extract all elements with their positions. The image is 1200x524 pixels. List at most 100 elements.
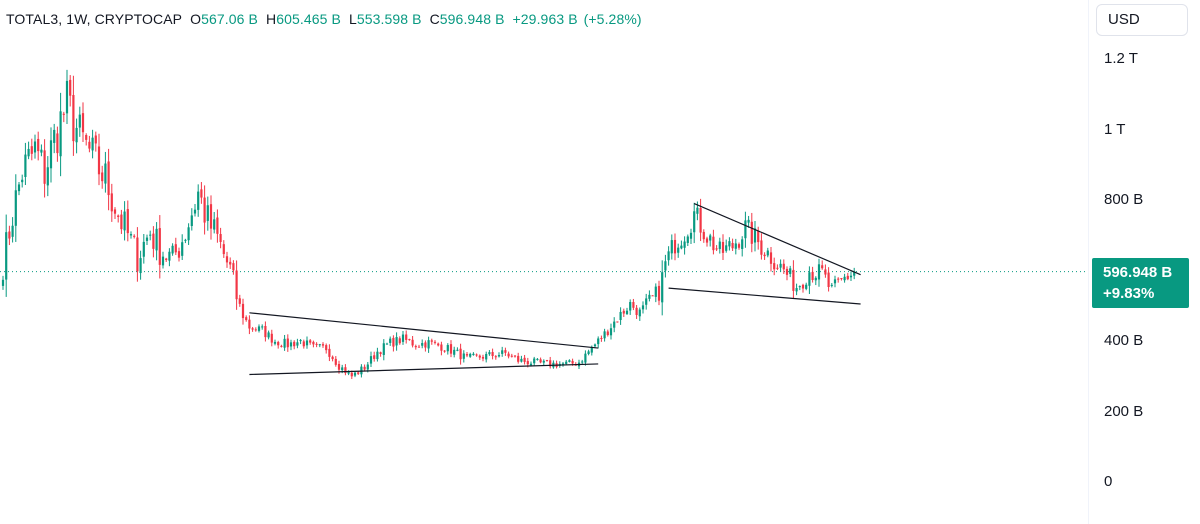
candle-body (584, 353, 587, 363)
candle-body (827, 272, 830, 288)
candle-body (520, 358, 523, 362)
candle (795, 283, 798, 296)
candle (382, 339, 385, 361)
candle-body (843, 276, 846, 281)
candle-body (101, 172, 104, 182)
candle (133, 234, 136, 239)
candle (296, 338, 299, 349)
price-tick-label: 200 B (1104, 402, 1144, 420)
candle (763, 252, 766, 260)
candle-body (830, 284, 833, 286)
candle-body (782, 263, 785, 270)
candle-body (72, 95, 75, 142)
currency-selector[interactable]: USD (1096, 4, 1188, 36)
candlestick-chart[interactable] (0, 0, 1088, 524)
candle-body (341, 367, 344, 371)
candle (587, 349, 590, 356)
candle-body (481, 356, 485, 359)
candle-body (779, 263, 782, 268)
candle-body (75, 127, 78, 143)
candle (184, 238, 187, 244)
candle (734, 238, 737, 255)
candle-body (373, 355, 376, 359)
candle-body (136, 237, 139, 272)
candle-body (379, 352, 382, 354)
candle-body (565, 361, 568, 364)
candle-body (648, 294, 651, 299)
candle (837, 277, 840, 283)
candle (126, 200, 129, 242)
candle-body (421, 343, 424, 346)
candle (625, 307, 629, 316)
candle-body (117, 215, 120, 217)
candle (331, 355, 334, 362)
candle (760, 233, 763, 260)
candle (177, 247, 181, 262)
candle-body (59, 111, 62, 157)
candle-body (209, 204, 213, 229)
candle (555, 360, 558, 369)
candle-body (433, 341, 437, 343)
candle (213, 211, 216, 234)
current-price-value: 596.948 B (1103, 264, 1173, 281)
candle-body (126, 209, 129, 234)
candle (168, 248, 171, 267)
candle (273, 339, 277, 346)
candle (241, 298, 245, 325)
candle (59, 92, 62, 177)
candle-body (91, 137, 94, 151)
candle (369, 351, 373, 367)
candle-body (817, 264, 821, 280)
candle-body (369, 356, 373, 364)
candle-body (328, 348, 331, 357)
candle (289, 339, 293, 351)
candle (171, 243, 174, 256)
candle (190, 208, 193, 231)
candle-body (763, 254, 766, 257)
candle (398, 336, 401, 345)
candle-body (321, 344, 325, 346)
candle-body (251, 328, 254, 330)
candle (104, 151, 107, 193)
candle (622, 308, 625, 317)
candle (488, 350, 491, 356)
candle-body (753, 228, 757, 243)
candle (597, 336, 600, 349)
candle-body (824, 269, 827, 275)
candle-body (277, 342, 280, 346)
candle (395, 332, 398, 351)
candle-body (513, 355, 517, 357)
candle (110, 183, 113, 222)
candle (328, 344, 331, 362)
candle (344, 364, 347, 376)
candle (225, 251, 229, 268)
open-value: 567.06 B (201, 11, 258, 27)
symbol-title[interactable]: TOTAL3, 1W, CRYPTOCAP (6, 11, 183, 27)
candle (155, 222, 158, 261)
candle (453, 346, 456, 358)
candle-body (133, 235, 136, 237)
candle-body (235, 270, 238, 300)
candle-body (741, 239, 744, 249)
candle-body (821, 265, 824, 269)
candle (414, 344, 417, 350)
candle (789, 265, 792, 278)
candle (446, 343, 449, 355)
candle (501, 346, 504, 357)
candle-body (382, 343, 385, 355)
candle-body (705, 238, 709, 243)
candle-body (389, 338, 392, 343)
candle-body (609, 328, 613, 336)
candle-body (773, 263, 776, 270)
candle (283, 334, 286, 351)
candle-body (305, 340, 309, 346)
candle-body (197, 191, 200, 210)
candle-body (805, 284, 808, 289)
candle (440, 341, 443, 356)
candle-body (593, 344, 597, 347)
candle (43, 139, 46, 198)
candle-body (40, 149, 43, 153)
candle (216, 209, 219, 243)
candle-body (811, 271, 814, 280)
candle (750, 212, 753, 253)
